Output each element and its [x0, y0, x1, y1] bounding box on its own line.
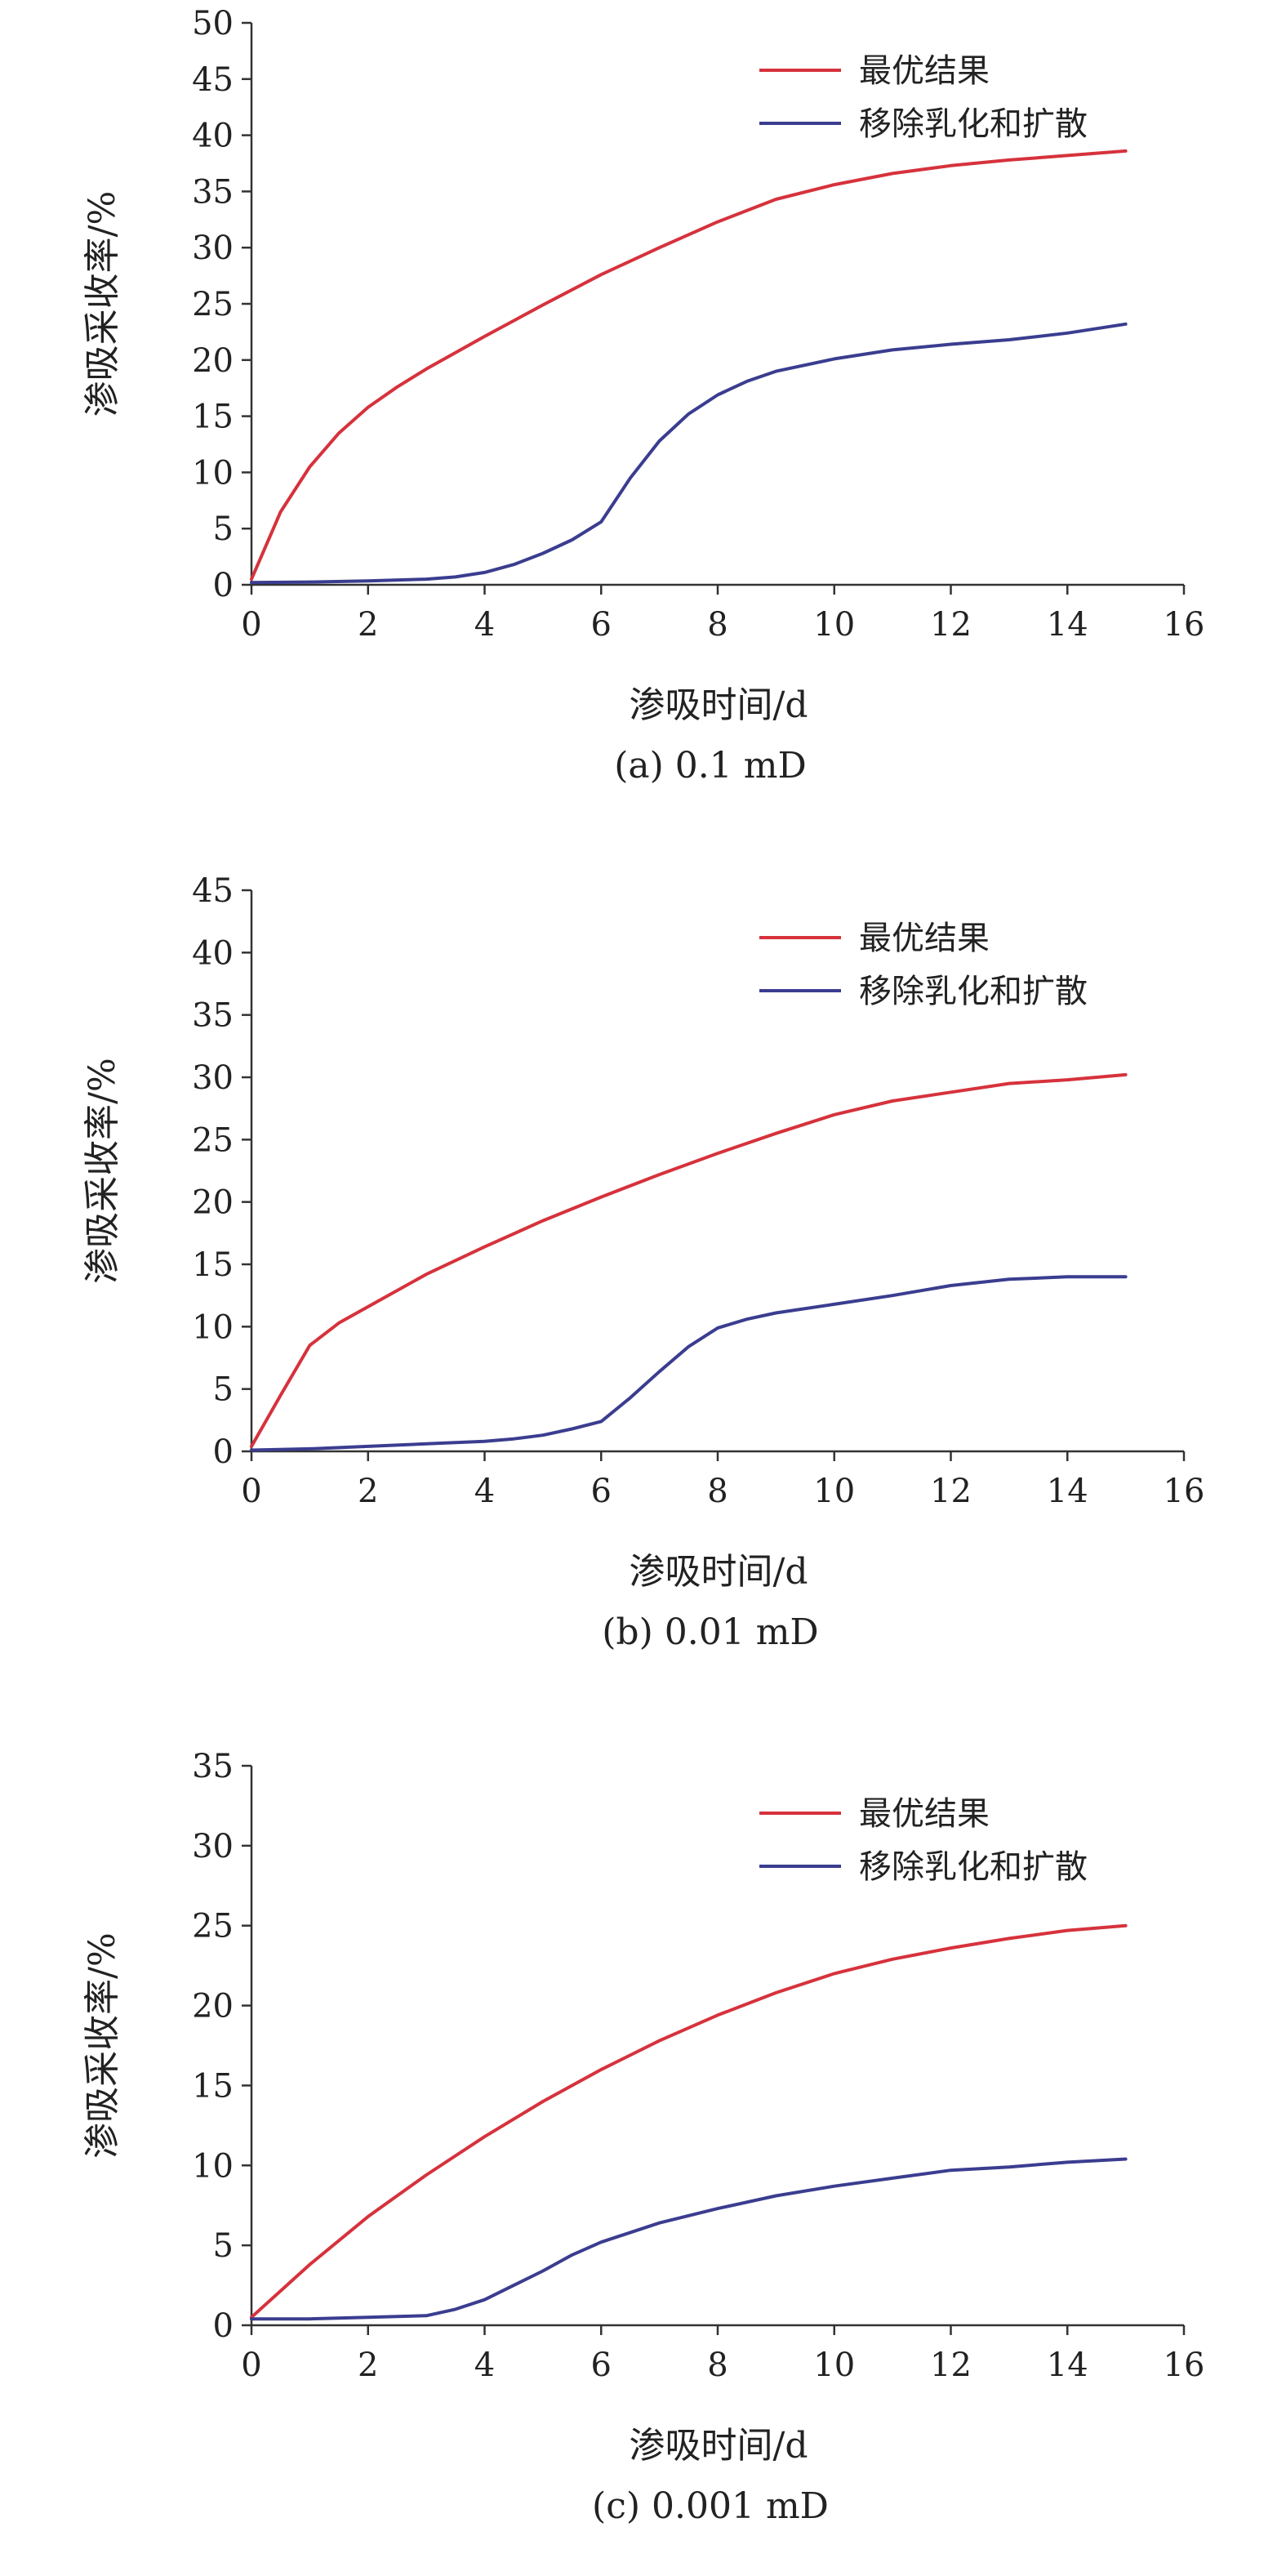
y-tick-label: 25 [192, 1908, 234, 1945]
y-tick-label: 5 [213, 1371, 234, 1409]
x-tick-label: 4 [474, 2346, 495, 2384]
x-tick-label: 8 [707, 606, 728, 644]
x-tick-label: 14 [1047, 1473, 1088, 1510]
x-tick-label: 12 [930, 2346, 972, 2384]
x-tick-label: 6 [591, 2346, 612, 2384]
y-tick-label: 40 [192, 934, 234, 972]
y-tick-label: 50 [192, 5, 234, 42]
x-tick-label: 2 [358, 606, 378, 644]
chart-panel-2: 0 5 10 15 20 25 30 35 0 2 4 6 8 10 12 14 16 渗吸采收率/% 渗吸时间/d… [82, 1748, 1204, 2527]
y-tick-label: 5 [213, 2227, 234, 2265]
x-tick-label: 6 [591, 1473, 612, 1510]
y-tick-label: 15 [192, 1246, 234, 1284]
x-tick-label: 12 [930, 1473, 972, 1510]
y-tick-label: 15 [192, 2067, 234, 2105]
x-tick-label: 14 [1047, 606, 1088, 644]
chart-caption: (b) 0.01 mD [602, 1611, 818, 1653]
x-tick-label: 16 [1164, 1473, 1205, 1510]
y-tick-label: 20 [192, 342, 234, 380]
legend-label: 移除乳化和扩散 [859, 973, 1088, 1010]
y-tick-label: 0 [213, 1433, 234, 1471]
x-tick-label: 10 [813, 2346, 855, 2384]
legend-label: 移除乳化和扩散 [859, 105, 1088, 143]
y-tick-label: 45 [192, 61, 234, 99]
legend-label: 最优结果 [859, 920, 990, 957]
y-tick-label: 10 [192, 2147, 234, 2185]
y-tick-label: 35 [192, 1748, 234, 1785]
x-tick-label: 4 [474, 606, 495, 644]
x-tick-label: 0 [241, 2346, 261, 2384]
y-tick-label: 30 [192, 1059, 234, 1097]
x-tick-label: 14 [1047, 2346, 1088, 2384]
y-tick-label: 35 [192, 173, 234, 211]
y-tick-label: 40 [192, 118, 234, 155]
x-tick-label: 12 [930, 606, 972, 644]
y-tick-label: 20 [192, 1184, 234, 1222]
chart-panel-0: 0 5 10 15 20 25 30 35 40 45 50 0 2 4 6 8 10 12 14 16 渗吸采收率/%… [82, 5, 1204, 787]
x-tick-label: 10 [813, 1473, 855, 1510]
y-tick-label: 0 [213, 2307, 234, 2345]
x-tick-label: 16 [1164, 606, 1205, 644]
y-tick-label: 25 [192, 286, 234, 323]
series-line-0 [250, 1923, 1128, 2320]
x-tick-label: 6 [591, 606, 612, 644]
x-tick-label: 0 [241, 1473, 261, 1510]
legend-label: 最优结果 [859, 52, 990, 90]
x-axis-title: 渗吸时间/d [630, 1551, 808, 1593]
x-tick-label: 2 [358, 2346, 378, 2384]
series-line-0 [250, 1072, 1128, 1448]
series-line-1 [250, 1275, 1128, 1452]
y-axis-title: 渗吸采收率/% [82, 191, 123, 417]
y-axis-title: 渗吸采收率/% [82, 1058, 123, 1284]
chart-caption: (a) 0.1 mD [614, 745, 807, 787]
chart-caption: (c) 0.001 mD [592, 2485, 829, 2527]
series-line-0 [250, 149, 1128, 582]
y-tick-label: 10 [192, 1308, 234, 1346]
series-line-1 [250, 322, 1128, 585]
y-tick-label: 25 [192, 1121, 234, 1159]
x-tick-label: 8 [707, 1473, 728, 1510]
x-tick-label: 4 [474, 1473, 495, 1510]
series-line-1 [250, 2157, 1128, 2321]
x-tick-label: 2 [358, 1473, 378, 1510]
y-tick-label: 20 [192, 1988, 234, 2026]
x-tick-label: 0 [241, 606, 261, 644]
y-tick-label: 0 [213, 567, 234, 604]
y-tick-label: 30 [192, 230, 234, 267]
x-tick-label: 16 [1164, 2346, 1205, 2384]
y-tick-label: 35 [192, 997, 234, 1035]
x-tick-label: 10 [813, 606, 855, 644]
y-axis-title: 渗吸采收率/% [82, 1932, 123, 2159]
y-tick-label: 15 [192, 399, 234, 436]
y-tick-label: 10 [192, 454, 234, 492]
legend-label: 最优结果 [859, 1795, 990, 1833]
y-tick-label: 30 [192, 1828, 234, 1865]
x-axis-title: 渗吸时间/d [630, 684, 808, 726]
chart-panel-1: 0 5 10 15 20 25 30 35 40 45 0 2 4 6 8 10 12 14 16 渗吸采收率/% 渗吸… [82, 872, 1204, 1653]
x-tick-label: 8 [707, 2346, 728, 2384]
y-tick-label: 45 [192, 872, 234, 910]
y-tick-label: 5 [213, 510, 234, 548]
legend-label: 移除乳化和扩散 [859, 1848, 1088, 1886]
x-axis-title: 渗吸时间/d [630, 2425, 808, 2467]
